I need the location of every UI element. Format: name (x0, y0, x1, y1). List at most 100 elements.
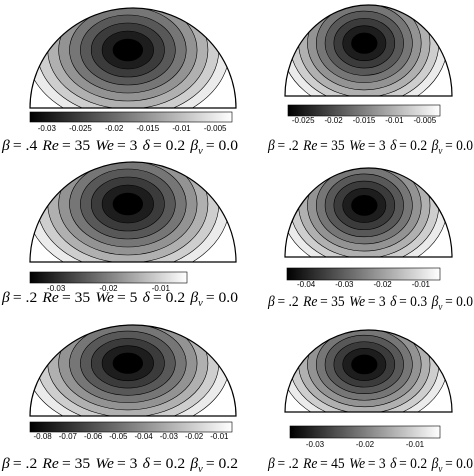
contour-band (351, 32, 378, 54)
param-value: = 35 (62, 138, 90, 154)
param-symbol: β (431, 294, 439, 310)
param-value: = 3 (117, 138, 137, 154)
param-symbol: δ (143, 456, 151, 472)
colorbar-tick-label: -0.02 (374, 280, 393, 289)
contour-band (112, 352, 144, 374)
colorbar-tick-label: -0.03 (306, 440, 325, 449)
param-symbol: We (95, 138, 114, 154)
colorbar-tick-label: -0.01 (210, 432, 229, 441)
param-symbol: β (1, 138, 10, 154)
param-symbol: We (349, 294, 365, 310)
param-value: = 3 (368, 294, 386, 310)
colorbar-tick-label: -0.08 (34, 432, 53, 441)
colorbar-tick-label: -0.005 (204, 124, 227, 133)
param-value: = .2 (277, 294, 298, 310)
param-symbol: We (95, 456, 114, 472)
contour-band (351, 194, 378, 216)
colorbar (29, 421, 233, 433)
panel: -0.03 -0.02 -0.01β = .2 Re= 45 We= 3 δ = 0.2βv =… (267, 329, 473, 475)
domain-outline (29, 7, 237, 109)
caption: β = .4 Re = 35 We = 3 δ = 0.2 βv = 0.0 (1, 138, 238, 157)
param-value: = .2 (277, 456, 298, 472)
param-subscript: v (198, 146, 203, 157)
param-value: = 35 (320, 294, 345, 310)
param-value: = 0.2 (153, 290, 185, 306)
colorbar-tick-label: -0.005 (413, 116, 436, 125)
colorbar-tick-label: -0.05 (109, 432, 128, 441)
colorbar (286, 267, 441, 281)
colorbar-tick-label: -0.02 (356, 440, 375, 449)
contours (285, 330, 448, 412)
colorbar-tick-label: -0.015 (136, 124, 159, 133)
domain-outline (284, 167, 453, 258)
colorbar-tick-label: -0.01 (385, 116, 404, 125)
colorbar-tick-label: -0.07 (59, 432, 78, 441)
colorbar-tick-label: -0.01 (152, 284, 171, 293)
param-value: = 0.2 (399, 456, 427, 472)
param-symbol: Re (302, 456, 317, 472)
colorbar-tick-label: -0.03 (38, 124, 57, 133)
colorbar-tick-label: -0.03 (160, 432, 179, 441)
caption: β = .2 Re = 35 We = 3 δ = 0.2 βv = 0.2 (1, 456, 238, 475)
param-value: = 5 (117, 290, 137, 306)
param-symbol: Re (41, 138, 59, 154)
param-symbol: β (189, 456, 198, 472)
param-subscript: v (438, 464, 443, 475)
contours (30, 325, 230, 416)
param-value: = 3 (117, 456, 137, 472)
domain-outline (29, 161, 237, 263)
param-symbol: δ (390, 138, 397, 154)
domain-outline (284, 4, 453, 97)
param-value: = 45 (320, 456, 345, 472)
param-symbol: We (95, 290, 114, 306)
caption: β = .2 Re= 45 We= 3 δ = 0.2βv = 0.0 (267, 456, 473, 475)
param-value: = 35 (62, 290, 90, 306)
colorbar-tick-label: -0.03 (335, 280, 354, 289)
param-symbol: β (267, 138, 275, 154)
param-value: = 0.2 (399, 138, 427, 154)
panel: -0.04 -0.03 -0.02 -0.01β = .2 Re= 35 We= 3 δ = 0… (267, 167, 473, 313)
param-symbol: β (189, 138, 198, 154)
param-value: = 0.0 (206, 138, 238, 154)
contour-band (112, 192, 144, 216)
param-value: = .2 (277, 138, 298, 154)
param-value: = 0.3 (399, 294, 427, 310)
colorbar (289, 425, 441, 439)
domain-outline (284, 329, 453, 413)
param-value: = 3 (368, 138, 386, 154)
colorbar-tick-label: -0.03 (47, 284, 66, 293)
colorbar-tick-label: -0.02 (185, 432, 204, 441)
colorbar-tick-label: -0.04 (297, 280, 316, 289)
contour-band (351, 354, 378, 375)
contour-band (112, 38, 144, 62)
colorbar-tick-label: -0.02 (99, 284, 118, 293)
param-symbol: δ (143, 138, 151, 154)
param-symbol: β (1, 290, 10, 306)
param-value: = .2 (13, 456, 37, 472)
param-value: = 35 (62, 456, 90, 472)
param-value: = 0.0 (206, 290, 238, 306)
caption: β = .2 Re = 35 We = 5 δ = 0.2 βv = 0.0 (1, 290, 238, 309)
param-value: = 0.0 (445, 456, 473, 472)
param-symbol: δ (390, 294, 397, 310)
param-symbol: β (431, 138, 439, 154)
param-value: = 35 (320, 138, 345, 154)
param-value: = 0.0 (445, 138, 473, 154)
param-symbol: δ (390, 456, 397, 472)
param-symbol: We (349, 138, 365, 154)
colorbar-tick-label: -0.01 (412, 280, 431, 289)
param-symbol: Re (302, 294, 317, 310)
colorbar-tick-label: -0.025 (69, 124, 92, 133)
param-subscript: v (198, 298, 203, 309)
param-value: = .2 (13, 290, 37, 306)
param-symbol: Re (41, 290, 59, 306)
param-value: = 0.2 (153, 456, 185, 472)
param-symbol: β (1, 456, 10, 472)
caption: β = .2 Re= 35 We= 3 δ = 0.3βv = 0.0 (267, 294, 473, 313)
param-symbol: β (431, 456, 439, 472)
colorbar-tick-label: -0.02 (324, 116, 343, 125)
param-value: = .4 (13, 138, 38, 154)
